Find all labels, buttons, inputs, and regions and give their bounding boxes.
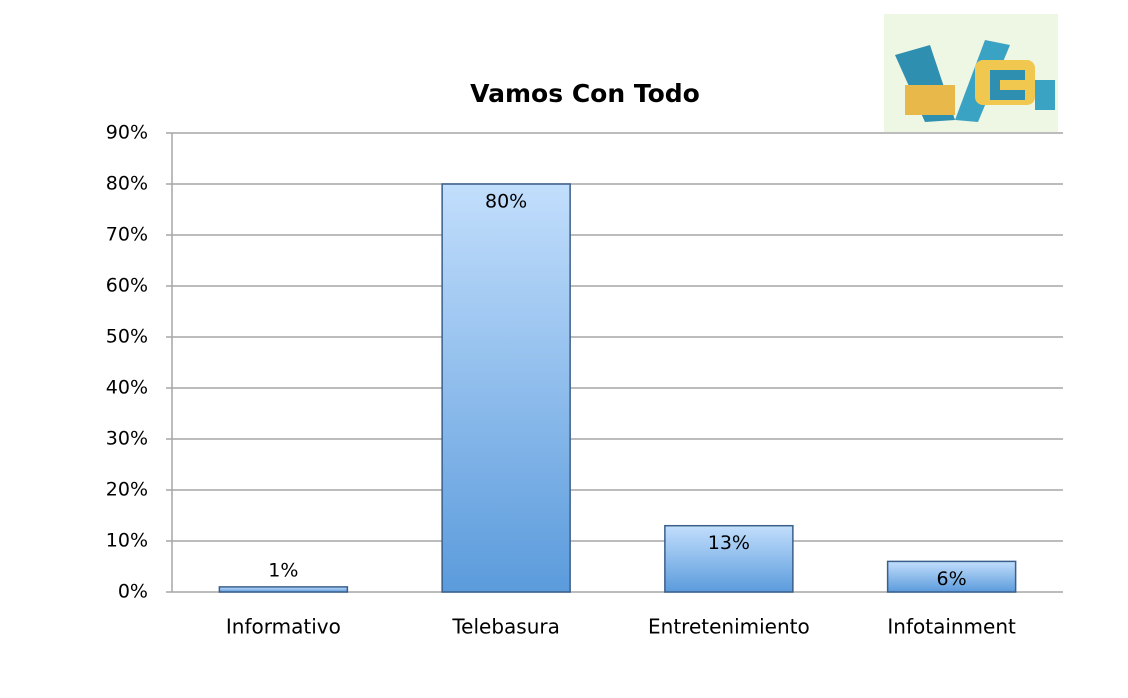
y-tick-label: 30% <box>106 428 148 450</box>
value-label: 13% <box>708 532 750 554</box>
y-tick-label: 70% <box>106 224 148 246</box>
y-tick-label: 90% <box>106 122 148 144</box>
logo <box>884 14 1058 132</box>
y-tick-label: 40% <box>106 377 148 399</box>
value-label: 1% <box>268 559 298 581</box>
bar <box>664 524 794 593</box>
x-tick-label: Informativo <box>226 615 341 639</box>
y-tick-label: 80% <box>106 173 148 195</box>
x-tick-label: Infotainment <box>887 615 1016 639</box>
value-label: 80% <box>485 191 527 213</box>
y-tick-label: 20% <box>106 479 148 501</box>
y-tick-label: 0% <box>118 581 148 603</box>
y-tick-label: 60% <box>106 275 148 297</box>
x-tick-label: Entretenimiento <box>648 615 810 639</box>
bar <box>218 586 349 593</box>
chart-title: Vamos Con Todo <box>470 79 700 108</box>
x-tick-label: Telebasura <box>451 615 560 639</box>
value-label: 6% <box>937 568 967 590</box>
y-tick-label: 10% <box>106 530 148 552</box>
y-tick-label: 50% <box>106 326 148 348</box>
bar <box>886 560 1017 593</box>
bar <box>441 183 571 593</box>
